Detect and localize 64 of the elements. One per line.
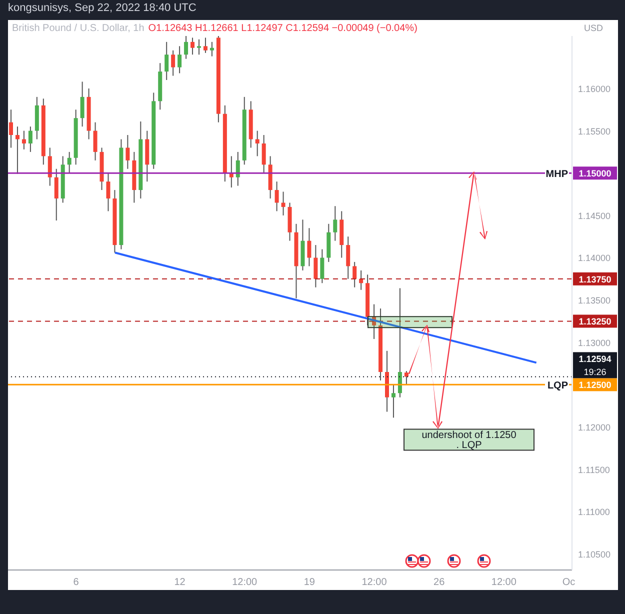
- candlestick: [106, 172, 110, 212]
- y-tick-label: 1.15500: [578, 126, 611, 136]
- candlestick: [210, 41, 214, 57]
- candlestick: [404, 370, 408, 386]
- x-tick-label: 12:00: [362, 577, 388, 588]
- ref-line-label: 1.12594: [578, 354, 612, 364]
- candlestick: [197, 38, 201, 56]
- candlestick: [54, 168, 58, 221]
- candlestick: [67, 151, 72, 174]
- y-tick-label: 1.15000: [578, 168, 612, 179]
- x-tick-label: 26: [434, 577, 446, 588]
- chart-subtitle: O1.12643 H1.12661 L1.12497 C1.12594 −0.00049 (−0.04%): [148, 23, 418, 34]
- annotation: undershoot of 1.1250 . LQP: [422, 430, 517, 452]
- candlestick: [262, 134, 266, 174]
- y-axis-title: USD: [584, 23, 604, 33]
- x-tick-label: 12: [174, 577, 186, 588]
- y-tick-label: 1.13500: [578, 296, 611, 306]
- text: 19:26: [584, 367, 606, 378]
- x-tick-label: 12:00: [232, 577, 258, 588]
- candlestick: [398, 288, 402, 398]
- candlestick: [80, 81, 84, 128]
- x-tick-label: 12:00: [491, 577, 517, 588]
- x-tick-label: Oc: [562, 577, 576, 588]
- y-tick-label: 1.12500: [578, 380, 612, 390]
- y-tick-label: 1.11500: [578, 464, 610, 475]
- candlestick: [352, 261, 357, 288]
- x-tick-label: 6: [73, 577, 80, 588]
- candlestick: [9, 109, 13, 148]
- candlestick: [320, 248, 324, 284]
- candlestick: [203, 37, 208, 54]
- candlestick: [281, 191, 286, 216]
- text: kongsunisys, Sep 22, 2022 18:40 UTC: [8, 2, 196, 14]
- y-tick-label: 1.14500: [578, 210, 611, 221]
- y-tick-label: 1.10500: [578, 549, 611, 560]
- y-tick-label: 1.16000: [578, 84, 611, 94]
- candlestick: [307, 228, 312, 267]
- candlestick: [314, 244, 318, 288]
- y-tick-label: 1.13750: [578, 274, 612, 284]
- candlestick: [333, 206, 338, 242]
- candlestick: [236, 151, 240, 186]
- candlestick: [93, 122, 98, 161]
- ref-line-label: LQP: [547, 380, 568, 392]
- y-tick-label: 1.14000: [578, 253, 611, 264]
- y-tick-label: 1.12000: [578, 422, 611, 432]
- candlestick: [28, 126, 32, 152]
- candlestick: [48, 147, 52, 186]
- candlestick: [274, 181, 279, 212]
- y-tick-label: 1.13250: [578, 316, 612, 327]
- candlestick: [164, 41, 169, 81]
- candlestick: [22, 130, 26, 150]
- candlestick: [184, 36, 188, 60]
- chart-title: British Pound / U.S. Dollar, 1h: [12, 23, 144, 34]
- candlestick: [190, 37, 195, 56]
- candlestick: [15, 126, 20, 174]
- candlestick: [346, 236, 350, 280]
- candlestick: [171, 50, 176, 76]
- candlestick: [391, 384, 396, 418]
- y-tick-label: 1.13000: [578, 338, 611, 348]
- ref-line-label: MHP: [546, 169, 568, 180]
- candlestick: [178, 46, 182, 74]
- x-tick-label: 19: [304, 577, 316, 588]
- candlestick: [126, 134, 130, 170]
- y-tick-label: 1.11000: [578, 507, 610, 518]
- candlestick: [255, 130, 260, 157]
